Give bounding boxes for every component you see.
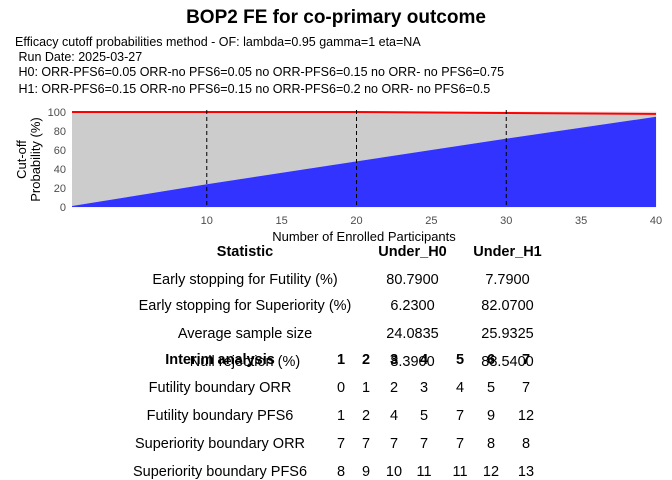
stats-cell: Average sample size: [177, 326, 313, 342]
boundary-cell: 1: [336, 408, 346, 424]
stats-header-cell: Statistic: [216, 244, 274, 260]
boundary-cell: 10: [385, 464, 403, 480]
stats-cell: 6.2300: [390, 298, 435, 314]
boundary-cell: 7: [336, 436, 346, 452]
stats-cell: 80.7900: [386, 272, 439, 288]
boundary-cell: Superiority boundary PFS6: [132, 464, 308, 480]
boundary-cell: 4: [455, 380, 465, 396]
y-tick-label: 80: [54, 126, 66, 138]
boundary-cell: 7: [455, 408, 465, 424]
stats-header-cell: Under_H1: [473, 244, 542, 260]
stats-cell: Early stopping for Futility (%): [152, 272, 338, 288]
x-axis-label: Number of Enrolled Participants: [272, 229, 456, 244]
stats-cell: 82.0700: [481, 298, 534, 314]
stats-cell: 8.3900: [390, 354, 435, 370]
boundary-cell: 3: [419, 380, 429, 396]
x-tick-label: 20: [350, 215, 362, 227]
boundary-cell: 12: [482, 464, 500, 480]
blue-area: [72, 116, 656, 207]
boundary-cell: 1: [361, 380, 371, 396]
subtitle-line-2: Run Date: 2025-03-27: [15, 50, 143, 64]
boundary-cell: 5: [486, 380, 496, 396]
stats-header-cell: Under_H0: [378, 244, 447, 260]
x-tick-label: 15: [276, 215, 288, 227]
x-tick-label: 25: [425, 215, 437, 227]
x-tick-label: 35: [575, 215, 587, 227]
x-tick-label: 10: [201, 215, 213, 227]
chart-title: BOP2 FE for co-primary outcome: [186, 7, 486, 28]
boundary-header-cell: 5: [455, 352, 465, 368]
boundary-header-cell: 2: [361, 352, 371, 368]
boundary-cell: 11: [416, 464, 432, 480]
boundary-cell: 9: [486, 408, 496, 424]
boundary-cell: 0: [336, 380, 346, 396]
x-tick-label: 40: [650, 215, 662, 227]
grey-band-area: [72, 112, 656, 207]
y-tick-label: 0: [60, 202, 66, 214]
y-axis-label: Probability (%): [28, 117, 43, 202]
x-tick-label: 30: [500, 215, 512, 227]
boundary-cell: 5: [419, 408, 429, 424]
stats-cell: 25.9325: [481, 326, 534, 342]
boundary-cell: 11: [452, 464, 468, 480]
boundary-cell: Futility boundary ORR: [148, 380, 292, 396]
boundary-cell: 7: [419, 436, 429, 452]
subtitle-line-1: Efficacy cutoff probabilities method - O…: [15, 35, 421, 49]
y-tick-label: 40: [54, 164, 66, 176]
boundary-cell: 12: [517, 408, 535, 424]
boundary-cell: 7: [361, 436, 371, 452]
boundary-header-cell: 3: [389, 352, 399, 368]
boundary-cell: 8: [336, 464, 346, 480]
stats-cell: 7.7900: [485, 272, 530, 288]
boundary-cell: 7: [455, 436, 465, 452]
stats-cell: 24.0835: [386, 326, 439, 342]
boundary-header-cell: 1: [336, 352, 346, 368]
subtitle-line-4: H1: ORR-PFS6=0.15 ORR-no PFS6=0.15 no OR…: [15, 82, 491, 96]
subtitle-line-3: H0: ORR-PFS6=0.05 ORR-no PFS6=0.05 no OR…: [15, 65, 505, 79]
boundary-cell: 7: [389, 436, 399, 452]
y-tick-label: 60: [54, 145, 66, 157]
boundary-header-cell: Interim analysis: [165, 352, 275, 368]
boundary-header-cell: 4: [419, 352, 429, 368]
stats-cell: Early stopping for Superiority (%): [138, 298, 352, 314]
boundary-cell: Superiority boundary ORR: [134, 436, 306, 452]
boundary-cell: 4: [389, 408, 399, 424]
y-tick-label: 20: [54, 183, 66, 195]
boundary-cell: 7: [521, 380, 531, 396]
boundary-cell: 9: [361, 464, 371, 480]
boundary-header-cell: 7: [521, 352, 531, 368]
boundary-header-cell: 6: [486, 352, 496, 368]
cutoff-probability-chart: 0 20 40 60 80 100 10 15 20 25 30 35 40 Number of Enro…: [14, 107, 662, 244]
boundary-cell: 8: [486, 436, 496, 452]
boundary-cell: Futility boundary PFS6: [146, 408, 294, 424]
stats-cell: 88.5400: [481, 354, 534, 370]
boundary-cell: 2: [361, 408, 371, 424]
boundary-cell: 2: [389, 380, 399, 396]
boundary-cell: 13: [517, 464, 535, 480]
y-tick-label: 100: [48, 107, 66, 119]
boundary-cell: 8: [521, 436, 531, 452]
y-axis-label: Cut-off: [14, 140, 29, 179]
stats-cell: Null rejection (%): [189, 354, 301, 370]
